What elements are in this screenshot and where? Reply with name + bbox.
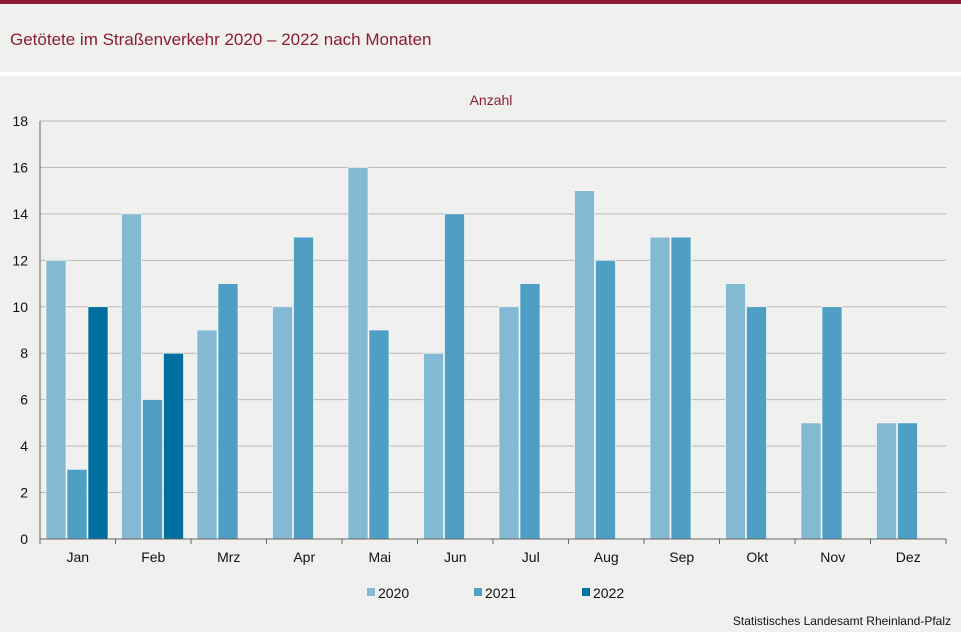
y-tick-label: 14 <box>12 206 28 222</box>
bar-2020-Jun <box>423 352 444 540</box>
x-tick-label: Mrz <box>217 549 240 565</box>
bar-2020-Mrz <box>196 329 218 540</box>
bar-2021-Jan <box>66 469 88 540</box>
y-tick-label: 4 <box>20 438 28 454</box>
bar-2021-Jul <box>519 283 541 540</box>
top-accent-bar <box>0 0 961 4</box>
bar-2020-Jul <box>498 306 520 540</box>
legend-swatch-2020 <box>367 588 375 596</box>
y-tick-label: 18 <box>12 113 28 129</box>
bar-2021-Nov <box>821 306 843 540</box>
bar-2021-Mai <box>368 329 390 540</box>
bar-2021-Aug <box>595 260 616 540</box>
bar-2022-Jan <box>87 306 109 540</box>
bar-2020-Sep <box>649 236 671 540</box>
y-tick-label: 16 <box>12 159 28 175</box>
bar-2020-Mai <box>347 167 369 540</box>
x-tick-label: Apr <box>293 549 315 565</box>
header: Getötete im Straßenverkehr 2020 – 2022 n… <box>0 4 961 72</box>
source-note: Statistisches Landesamt Rheinland-Pfalz <box>732 614 951 628</box>
bar-2021-Apr <box>293 236 314 540</box>
x-tick-label: Nov <box>820 549 845 565</box>
bar-2020-Dez <box>876 422 897 540</box>
legend-swatch-2021 <box>474 588 482 596</box>
x-tick-label: Okt <box>746 549 768 565</box>
bar-2020-Nov <box>800 422 822 540</box>
y-tick-label: 6 <box>20 392 28 408</box>
x-tick-label: Mai <box>368 549 391 565</box>
bar-2020-Feb <box>121 213 142 540</box>
bar-2020-Aug <box>574 190 595 540</box>
header-divider <box>0 72 961 76</box>
y-tick-label: 10 <box>12 299 28 315</box>
page-title: Getötete im Straßenverkehr 2020 – 2022 n… <box>10 30 432 49</box>
x-tick-label: Aug <box>594 549 619 565</box>
bar-2021-Sep <box>670 236 692 540</box>
bar-2021-Dez <box>897 422 918 540</box>
x-tick-label: Feb <box>141 549 165 565</box>
y-tick-label: 12 <box>12 252 28 268</box>
bar-2020-Jan <box>45 260 67 540</box>
bar-2021-Mrz <box>217 283 239 540</box>
bar-2021-Feb <box>142 399 163 540</box>
y-tick-label: 0 <box>20 531 28 547</box>
x-tick-label: Jul <box>522 549 540 565</box>
bar-2022-Feb <box>163 352 184 540</box>
legend-label-2021: 2021 <box>485 585 516 601</box>
bar-2021-Okt <box>746 306 767 540</box>
legend-swatch-2022 <box>582 588 590 596</box>
legend-label-2022: 2022 <box>593 585 624 601</box>
bar-2020-Okt <box>725 283 746 540</box>
bar-2020-Apr <box>272 306 293 540</box>
x-tick-label: Jun <box>444 549 467 565</box>
bar-2021-Jun <box>444 213 465 540</box>
y-tick-label: 8 <box>20 345 28 361</box>
legend-label-2020: 2020 <box>378 585 409 601</box>
y-axis-label: Anzahl <box>470 92 513 108</box>
x-tick-label: Sep <box>669 549 694 565</box>
x-tick-label: Dez <box>896 549 921 565</box>
x-tick-label: Jan <box>66 549 89 565</box>
y-tick-label: 2 <box>20 485 28 501</box>
